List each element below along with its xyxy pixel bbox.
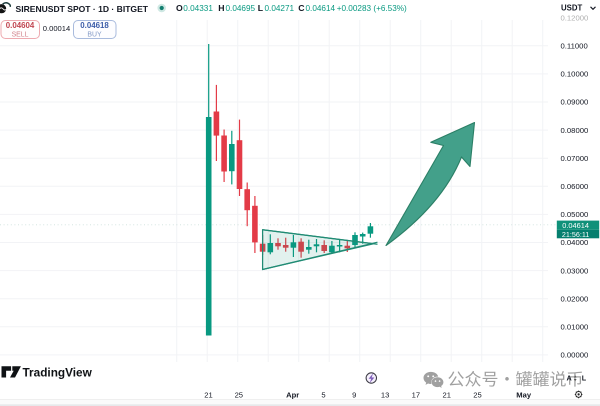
svg-text:0.04000: 0.04000 <box>561 238 589 247</box>
svg-text:21: 21 <box>204 390 212 399</box>
svg-text:0.04271: 0.04271 <box>265 4 295 13</box>
svg-text:13: 13 <box>381 390 389 399</box>
svg-text:A: A <box>567 374 572 383</box>
svg-text:0.03000: 0.03000 <box>561 266 589 275</box>
svg-text:17: 17 <box>412 390 420 399</box>
svg-text:0.04614: 0.04614 <box>562 221 589 230</box>
svg-text:21: 21 <box>442 390 450 399</box>
svg-text:USDT: USDT <box>561 4 582 13</box>
svg-text:0.08000: 0.08000 <box>561 126 589 135</box>
svg-text:SIRENUSDT SPOT · 1D · BITGET: SIRENUSDT SPOT · 1D · BITGET <box>16 4 149 14</box>
svg-text:0.00014: 0.00014 <box>43 24 70 33</box>
svg-text:25: 25 <box>473 390 481 399</box>
svg-text:0.04695: 0.04695 <box>226 4 256 13</box>
svg-text:9: 9 <box>352 390 356 399</box>
svg-text:0.01000: 0.01000 <box>561 323 589 332</box>
svg-text:C: C <box>298 3 305 13</box>
svg-text:5: 5 <box>321 390 325 399</box>
svg-text:TradingView: TradingView <box>23 366 93 380</box>
svg-text:0.04618: 0.04618 <box>80 21 109 30</box>
svg-text:SELL: SELL <box>12 31 29 38</box>
svg-text:25: 25 <box>235 390 243 399</box>
svg-text:0.04614: 0.04614 <box>306 4 336 13</box>
svg-text:0.09000: 0.09000 <box>561 98 589 107</box>
svg-text:L: L <box>258 3 264 13</box>
svg-text:0.10000: 0.10000 <box>561 70 589 79</box>
svg-text:0.07000: 0.07000 <box>561 154 589 163</box>
svg-text:Apr: Apr <box>286 390 299 399</box>
svg-text:H: H <box>218 3 224 13</box>
svg-text:BUY: BUY <box>87 31 102 38</box>
svg-text:0.02000: 0.02000 <box>561 294 589 303</box>
svg-text:0.12000: 0.12000 <box>561 13 589 22</box>
svg-text:0.00000: 0.00000 <box>561 351 589 360</box>
svg-text:0.11000: 0.11000 <box>561 42 588 51</box>
svg-text:0.05000: 0.05000 <box>561 210 589 219</box>
svg-text:21:56:11: 21:56:11 <box>562 230 589 239</box>
svg-text:May: May <box>516 390 532 399</box>
svg-text:O: O <box>176 3 183 13</box>
svg-text:0.04331: 0.04331 <box>183 4 213 13</box>
svg-text:L: L <box>582 374 587 383</box>
svg-text:+0.00283 (+6.53%): +0.00283 (+6.53%) <box>337 4 407 13</box>
svg-text:0.04604: 0.04604 <box>6 21 35 30</box>
svg-text:0.06000: 0.06000 <box>561 182 589 191</box>
